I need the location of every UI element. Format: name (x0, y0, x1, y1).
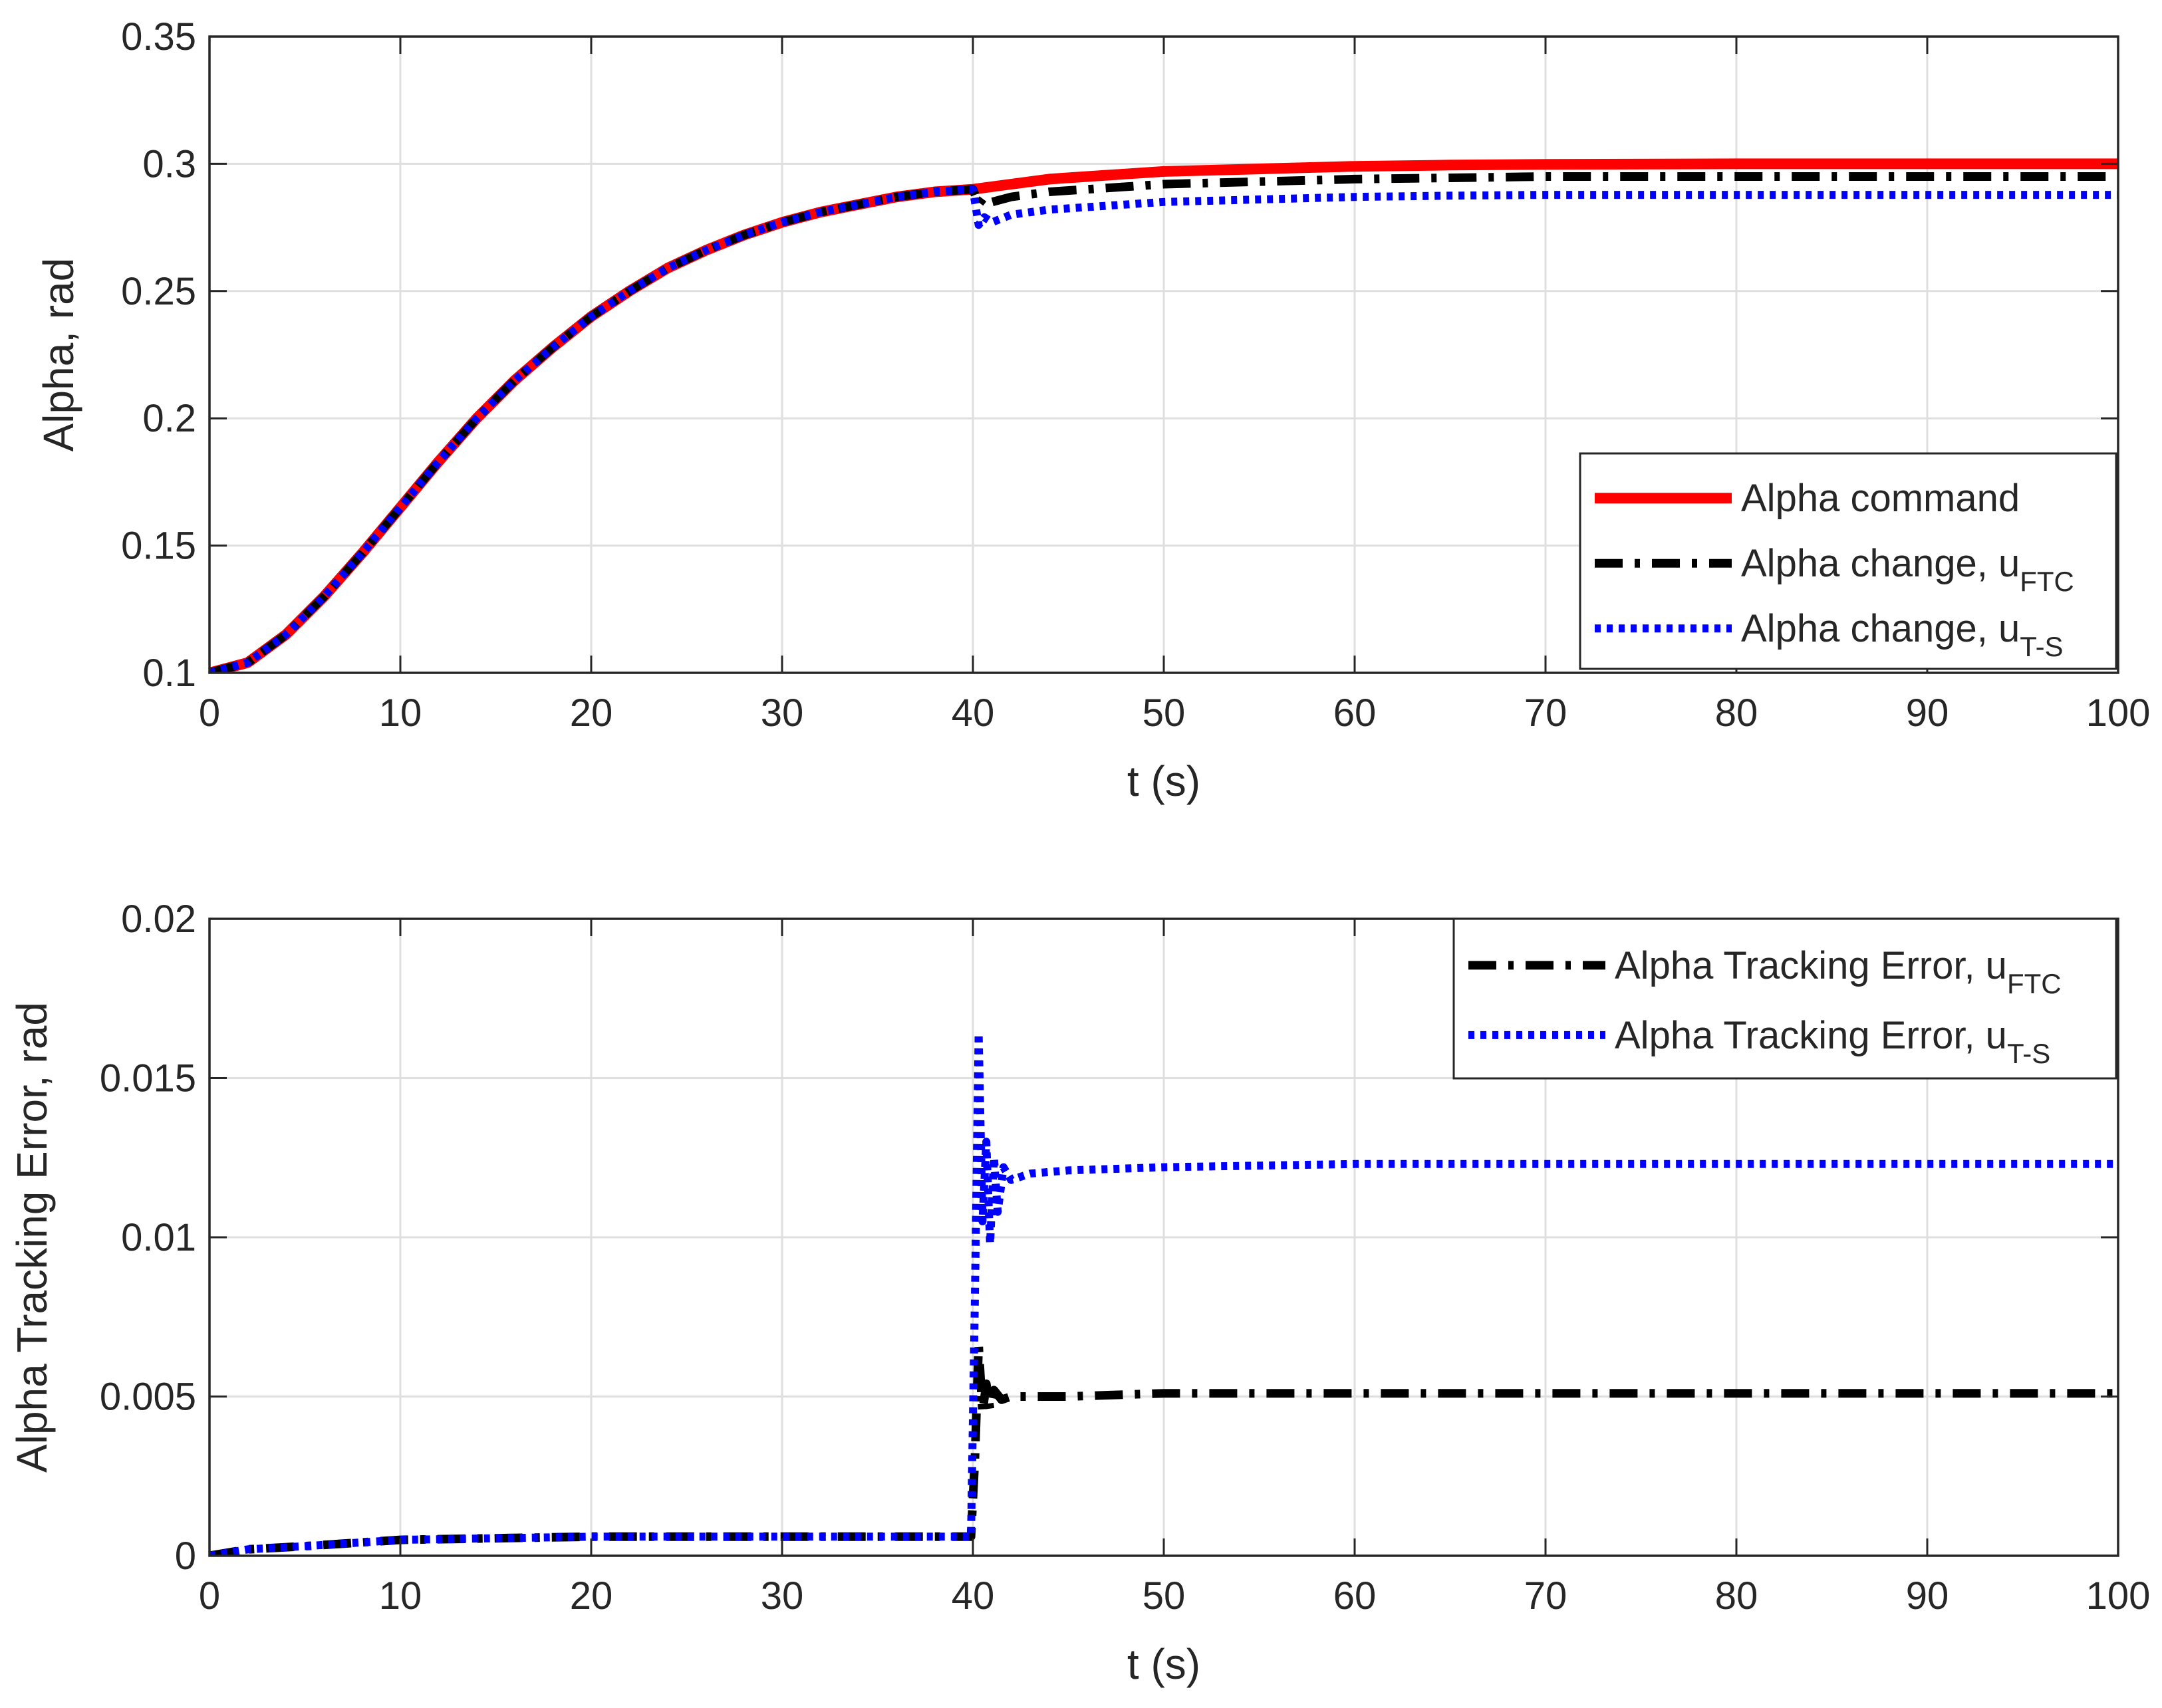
chart-panel-2: 0 10 20 30 40 50 60 70 80 90 100 0 0.005 0.01 0.015 0.0… (8, 898, 2150, 1688)
legend-label-main: Alpha Tracking Error, u (1615, 1014, 2007, 1057)
x-tick-label: 100 (2086, 691, 2151, 735)
x-tick-label: 10 (379, 691, 422, 735)
y-tick-label: 0.1 (142, 652, 196, 695)
y-tick-label: 0.005 (100, 1376, 196, 1419)
legend-label-2: Alpha Tracking Error, uT-S (1615, 1014, 2050, 1069)
x-tick-label: 10 (379, 1574, 422, 1618)
legend-label-subscript: FTC (2007, 968, 2062, 999)
y-tick-label: 0.35 (121, 15, 196, 59)
x-tick-label: 100 (2086, 1574, 2151, 1618)
x-tick-label: 50 (1143, 1574, 1186, 1618)
x-axis-label: t (s) (1127, 1640, 1200, 1688)
series-group (209, 158, 2118, 673)
y-tick-label: 0 (175, 1534, 196, 1578)
x-tick-label: 40 (952, 691, 995, 735)
x-tick-label: 0 (199, 691, 220, 735)
x-axis-label: t (s) (1127, 757, 1200, 805)
legend-label-main: Alpha Tracking Error, u (1615, 944, 2007, 987)
y-tick-label: 0.015 (100, 1057, 196, 1100)
x-tick-label: 20 (570, 691, 613, 735)
y-tick-label: 0.25 (121, 270, 196, 313)
y-axis-label: Alpha, rad (35, 258, 82, 452)
x-tick-label: 30 (761, 1574, 804, 1618)
series-group (209, 1029, 2118, 1556)
legend-label-main: Alpha change, u (1741, 542, 2020, 585)
x-tick-label: 90 (1906, 1574, 1949, 1618)
y-tick-label: 0.01 (121, 1216, 196, 1259)
x-tick-label: 80 (1715, 691, 1758, 735)
y-tick-label: 0.2 (142, 397, 196, 440)
x-tick-label: 70 (1524, 1574, 1567, 1618)
y-tick-label: 0.02 (121, 898, 196, 941)
x-tick-label: 50 (1143, 691, 1186, 735)
x-tick-label: 20 (570, 1574, 613, 1618)
chart-panel-1: 0 10 20 30 40 50 60 70 80 90 100 0.1 0.15 0.2 0.25 0.3 0… (35, 15, 2150, 805)
legend-label-subscript: T-S (2007, 1038, 2050, 1069)
x-tick-label: 60 (1333, 1574, 1377, 1618)
series-line-3 (209, 185, 2118, 673)
legend-label-1: Alpha command (1741, 477, 2020, 520)
x-tick-label: 60 (1333, 691, 1377, 735)
x-tick-label: 80 (1715, 1574, 1758, 1618)
legend-label-1: Alpha Tracking Error, uFTC (1615, 944, 2062, 999)
legend-box (1452, 917, 2117, 1080)
y-axis-label: Alpha Tracking Error, rad (8, 1002, 56, 1473)
y-tick-label: 0.15 (121, 525, 196, 568)
legend-label-subscript: T-S (2020, 631, 2063, 662)
x-tick-label: 90 (1906, 691, 1949, 735)
series-line-2 (209, 1029, 2118, 1556)
x-tick-label: 40 (952, 1574, 995, 1618)
x-tick-label: 70 (1524, 691, 1567, 735)
legend-label-main: Alpha change, u (1741, 607, 2020, 650)
legend-label-2: Alpha change, uFTC (1741, 542, 2074, 597)
x-tick-label: 0 (199, 1574, 220, 1618)
legend-label-3: Alpha change, uT-S (1741, 607, 2064, 662)
x-tick-label: 30 (761, 691, 804, 735)
legend-label-subscript: FTC (2020, 566, 2074, 597)
legend-label-main: Alpha command (1741, 477, 2020, 520)
y-tick-label: 0.3 (142, 142, 196, 185)
